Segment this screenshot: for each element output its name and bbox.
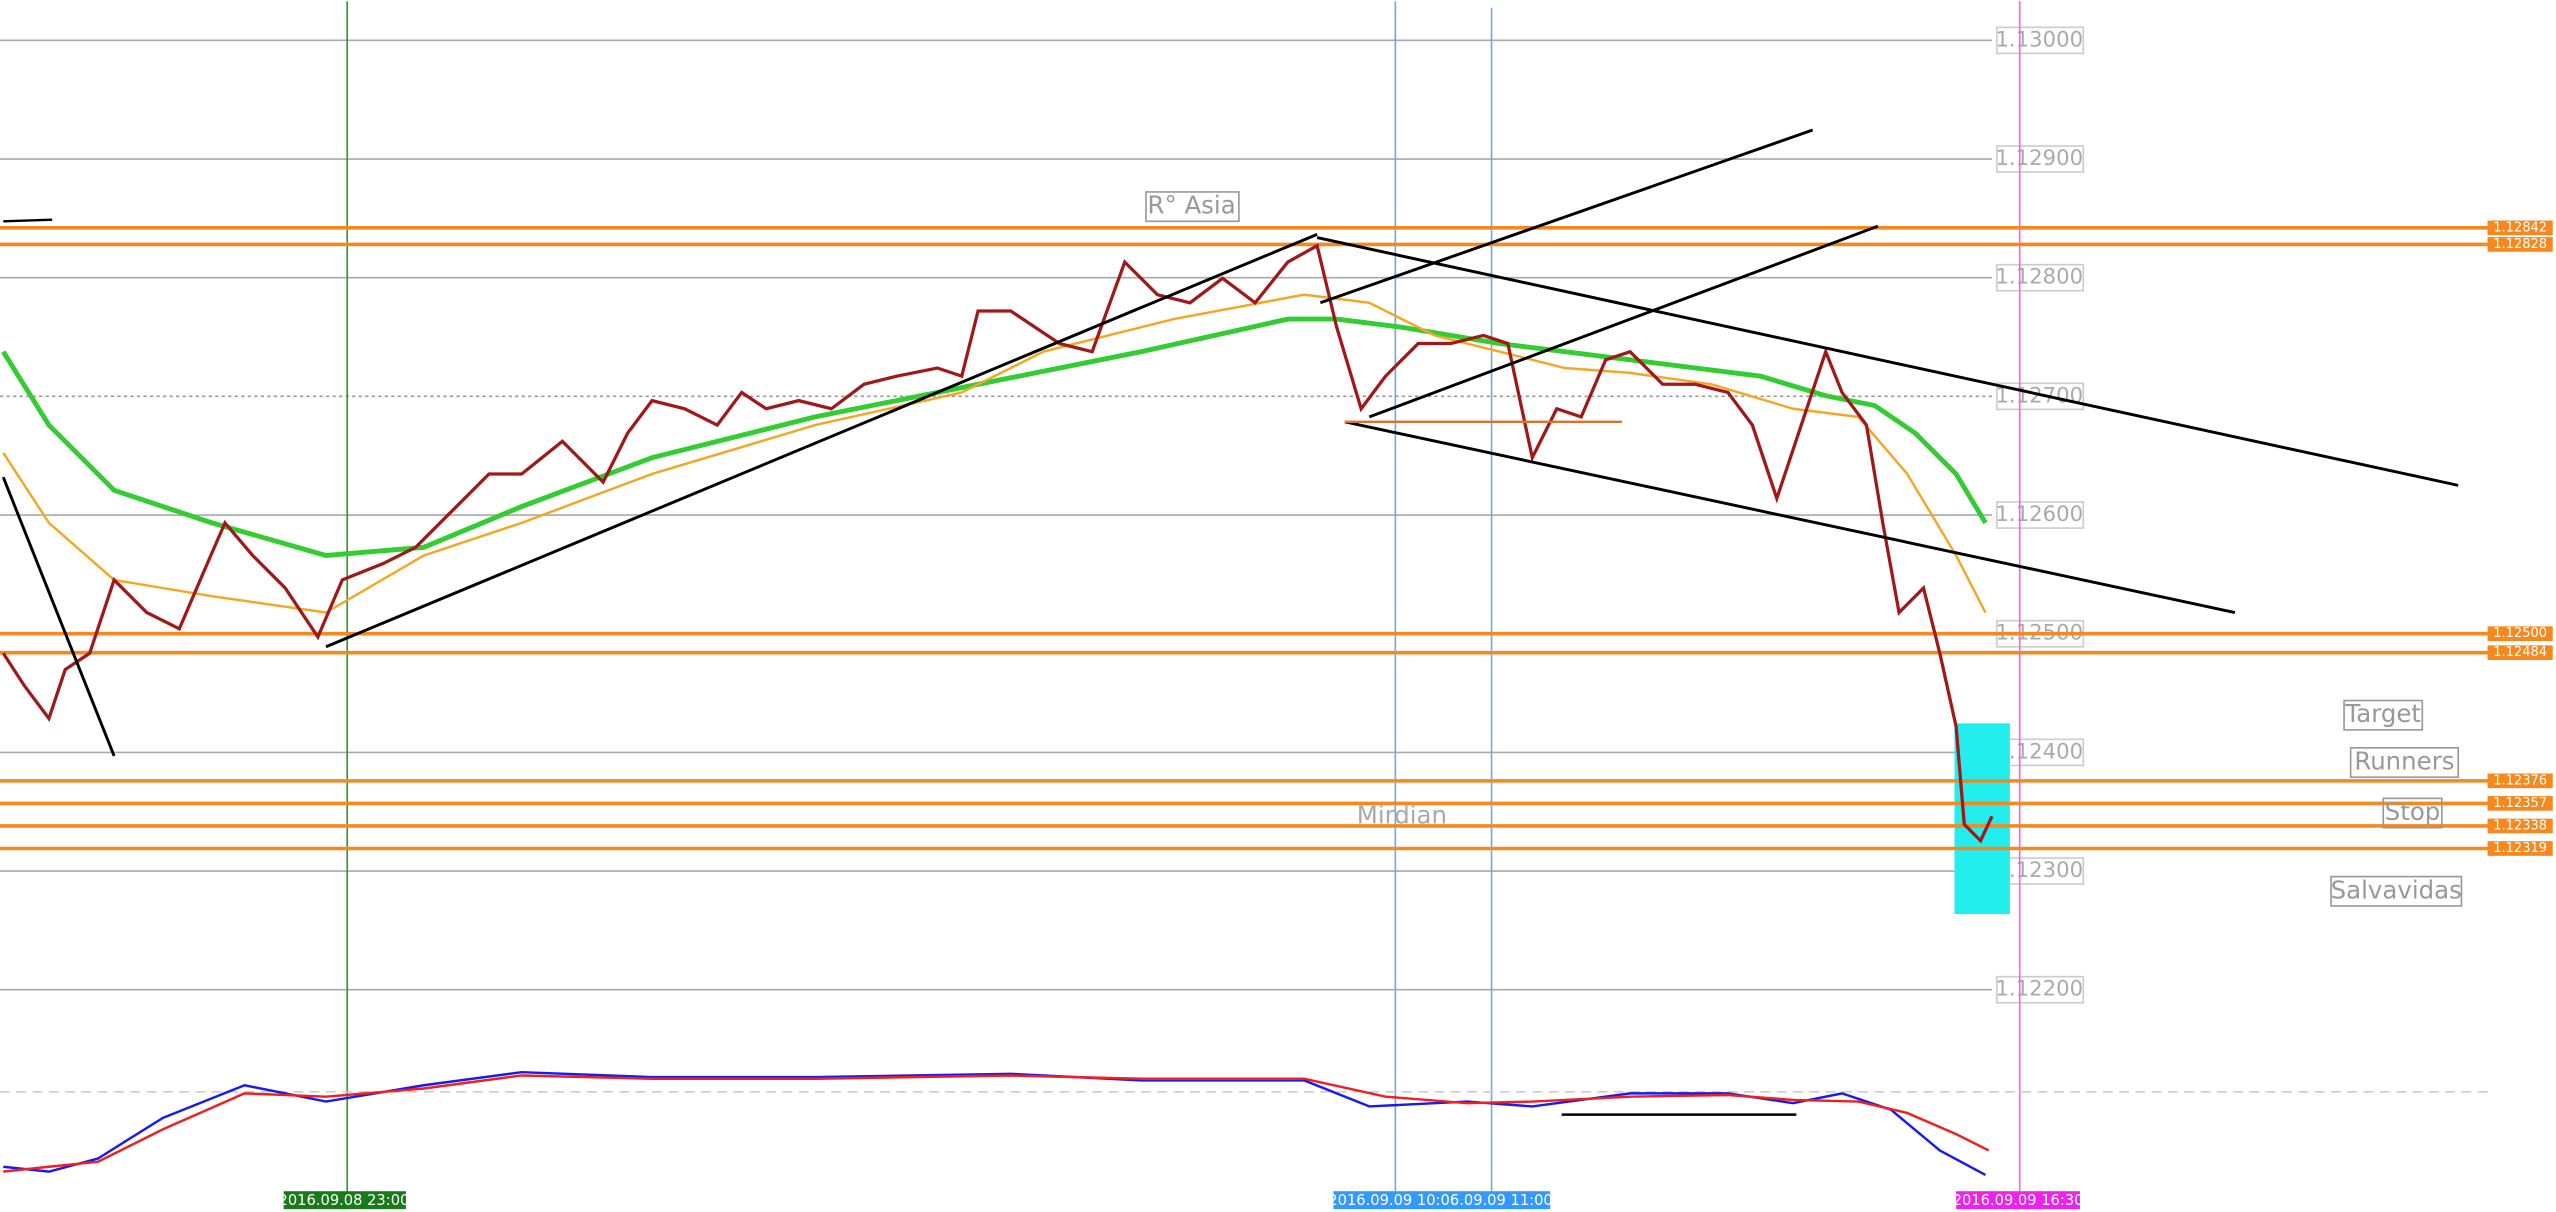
level-tag xyxy=(2487,626,2553,642)
price-label-box xyxy=(1996,501,2085,529)
price-label: 1.12400 xyxy=(1995,738,2083,763)
price-label: 1.12300 xyxy=(1995,857,2083,882)
level-label: 1.12376 xyxy=(2493,773,2547,788)
price-label-box xyxy=(1996,26,2085,55)
price-label-box xyxy=(1996,263,2085,292)
trend-lines xyxy=(1,128,2459,757)
ma-fast xyxy=(2,293,1987,614)
price xyxy=(1,243,1994,844)
level-tag xyxy=(2487,237,2553,252)
price-label-box xyxy=(1996,738,2085,767)
time-tag xyxy=(1454,1191,1551,1210)
level-label: 1.12500 xyxy=(2493,626,2547,641)
level-label: 1.12842 xyxy=(2493,220,2547,235)
level-label: 1.12828 xyxy=(2493,237,2547,252)
levels: 1.12842 1.12828 1.12500 1.12484 1.12376 1.123… xyxy=(0,220,2553,856)
annotation: R° Asia xyxy=(1148,191,1236,220)
time-label: 2016.09.09 10:00 xyxy=(1328,1192,1459,1209)
price-label: 1.13000 xyxy=(1995,26,2083,51)
level-label: 1.12338 xyxy=(2493,818,2547,833)
level-label: 1.12357 xyxy=(2493,796,2547,811)
level-tag xyxy=(2487,818,2553,834)
annotation: Mirdian xyxy=(1357,800,1447,829)
annotation: Stop xyxy=(2385,797,2441,826)
level-tag xyxy=(2487,796,2553,811)
price-label: 1.12800 xyxy=(1995,264,2083,289)
annotation-box xyxy=(2343,699,2424,731)
annotation-box xyxy=(2330,875,2463,907)
time-label: 6.09.09 11:00 xyxy=(1450,1192,1553,1209)
time-tag xyxy=(1956,1191,2081,1210)
annotation: Target xyxy=(2344,699,2421,728)
annotation-box xyxy=(2349,747,2460,778)
level-tag xyxy=(2487,841,2553,856)
time-label: 2016.09.09 16:30 xyxy=(1953,1192,2084,1209)
time-label: 2016.09.08 23:00 xyxy=(279,1192,410,1209)
level-label: 1.12484 xyxy=(2493,645,2547,660)
time-tag xyxy=(1333,1191,1455,1210)
price-label-box xyxy=(1996,975,2085,1004)
price-label: 1.12900 xyxy=(1995,145,2083,170)
marker xyxy=(3,218,53,223)
annotation-box xyxy=(2382,797,2443,829)
price-label-box xyxy=(1996,857,2085,885)
annotation-box xyxy=(1145,191,1240,223)
oscillator-signal xyxy=(3,1074,1990,1173)
price-label: 1.12200 xyxy=(1995,976,2083,1001)
level-tag xyxy=(2487,645,2553,661)
level-tag xyxy=(2487,220,2553,236)
annotations: R° Asia Mirdian Target Runners Stop Salv… xyxy=(1145,191,2463,907)
level-label: 1.12319 xyxy=(2493,841,2547,856)
time-labels: 2016.09.08 23:00 2016.09.09 10:00 6.09.0… xyxy=(279,1191,2084,1210)
level-tag xyxy=(2487,773,2553,789)
price-label-box xyxy=(1996,145,2085,173)
annotation: Salvavidas xyxy=(2331,875,2462,904)
annotation: Runners xyxy=(2354,746,2454,775)
price-label: 1.12600 xyxy=(1995,501,2083,526)
time-tag xyxy=(283,1191,406,1210)
